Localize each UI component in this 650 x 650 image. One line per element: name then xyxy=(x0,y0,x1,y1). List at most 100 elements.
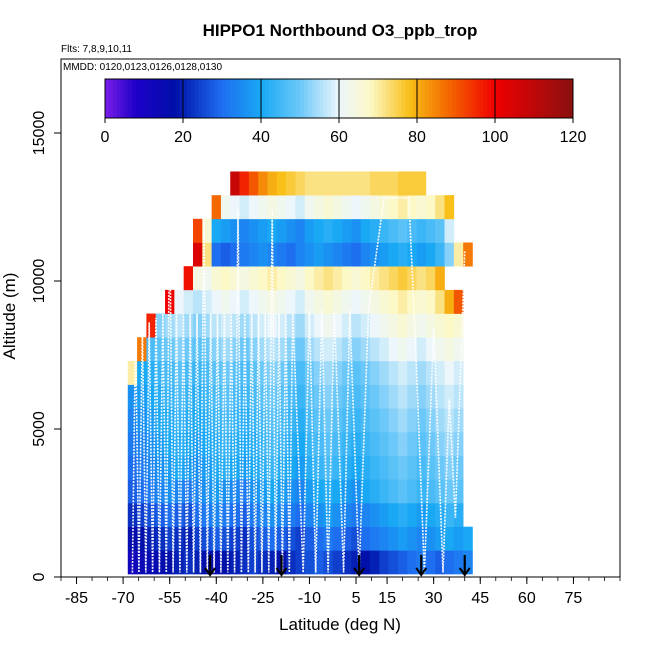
heatmap-cell xyxy=(211,503,222,527)
heatmap-cell xyxy=(388,479,399,504)
colorbar-segment xyxy=(510,79,515,118)
heatmap-cell xyxy=(155,455,166,480)
heatmap-cell xyxy=(183,360,194,385)
colorbar-segment xyxy=(144,79,149,118)
heatmap-cell xyxy=(397,313,408,338)
heatmap-cell xyxy=(444,408,455,433)
heatmap-cell xyxy=(435,218,445,243)
colorbar-segment xyxy=(491,79,496,118)
heatmap-cell xyxy=(192,503,203,527)
heatmap-cell xyxy=(314,479,324,504)
colorbar-segment xyxy=(237,79,242,118)
colorbar-segment xyxy=(428,79,434,118)
heatmap-cell xyxy=(388,503,399,527)
colorbar-segment xyxy=(284,79,289,118)
heatmap-cell xyxy=(379,195,389,220)
heatmap-cell xyxy=(155,337,166,362)
heatmap-cell xyxy=(435,195,445,220)
heatmap-cell xyxy=(416,408,427,433)
heatmap-cell xyxy=(360,313,371,338)
heatmap-cell xyxy=(332,218,343,243)
heatmap-cell xyxy=(258,313,268,338)
heatmap-cell xyxy=(388,431,399,456)
colorbar-segment xyxy=(565,79,570,118)
heatmap-cell xyxy=(453,360,464,385)
heatmap-cell xyxy=(314,431,324,456)
heatmap-cell xyxy=(397,195,408,220)
heatmap-cell xyxy=(192,218,203,243)
heatmap-cell xyxy=(397,526,408,551)
heatmap-cell xyxy=(425,408,436,433)
heatmap-cell xyxy=(220,408,231,433)
heatmap-cell xyxy=(435,337,445,362)
heatmap-cell xyxy=(286,526,296,551)
heatmap-cell xyxy=(332,289,343,314)
heatmap-cell xyxy=(370,550,380,575)
heatmap-cell xyxy=(342,313,352,338)
heatmap-cell xyxy=(165,526,175,551)
heatmap-cell xyxy=(286,171,296,196)
colorbar-segment xyxy=(276,79,281,118)
colorbar-segment xyxy=(358,79,363,118)
heatmap-cell xyxy=(304,431,315,456)
heatmap-cell xyxy=(304,550,315,575)
colorbar-segment xyxy=(339,79,344,118)
colorbar-segment xyxy=(471,79,476,118)
heatmap-cell xyxy=(258,242,268,267)
flights-note: Flts: 7,8,9,10,11 xyxy=(61,44,132,55)
heatmap-cell xyxy=(360,266,371,291)
heatmap-cell xyxy=(332,171,343,196)
colorbar-segment xyxy=(389,79,395,118)
heatmap-cell xyxy=(314,503,324,527)
colorbar-segment xyxy=(116,79,122,118)
heatmap-cell xyxy=(425,195,436,220)
heatmap-cell xyxy=(370,455,380,480)
colorbar-segment xyxy=(487,79,492,118)
heatmap-cell xyxy=(276,360,287,385)
heatmap-cell xyxy=(444,550,455,575)
colorbar-segment xyxy=(514,79,519,118)
heatmap-cell xyxy=(267,408,278,433)
heatmap-cell xyxy=(425,550,436,575)
heatmap-cell xyxy=(332,455,343,480)
heatmap-cell xyxy=(295,455,306,480)
heatmap-cell xyxy=(370,360,380,385)
colorbar-segment xyxy=(108,79,114,118)
heatmap-cell xyxy=(295,408,306,433)
heatmap-cell xyxy=(183,337,194,362)
heatmap-cell xyxy=(248,384,259,409)
heatmap-cell xyxy=(370,503,380,527)
heatmap-cell xyxy=(397,242,408,267)
heatmap-cell xyxy=(388,337,399,362)
heatmap-cell xyxy=(304,195,315,220)
heatmap-cell xyxy=(444,431,455,456)
heatmap-cell xyxy=(248,360,259,385)
colorbar-segment xyxy=(190,79,196,118)
colorbar-segment xyxy=(448,79,453,118)
heatmap-cell xyxy=(435,266,445,291)
heatmap-cell xyxy=(192,289,203,314)
y-tick-label: 15000 xyxy=(31,111,48,156)
heatmap-cell xyxy=(379,526,389,551)
colorbar-segment xyxy=(268,79,274,118)
heatmap-cell xyxy=(137,337,147,362)
colorbar-segment xyxy=(179,79,184,118)
heatmap-cell xyxy=(286,313,296,338)
heatmap-cell xyxy=(416,313,427,338)
heatmap-cell xyxy=(444,313,455,338)
heatmap-cell xyxy=(360,171,371,196)
heatmap-cell xyxy=(276,195,287,220)
colorbar-tick-label: 120 xyxy=(560,129,587,146)
heatmap-cell xyxy=(323,242,334,267)
heatmap-cell xyxy=(397,479,408,504)
colorbar-segment xyxy=(413,79,418,118)
heatmap-cell xyxy=(304,337,315,362)
heatmap-cell xyxy=(388,360,399,385)
heatmap-cell xyxy=(295,526,306,551)
heatmap-cell xyxy=(342,171,352,196)
heatmap-cell xyxy=(127,360,138,385)
colorbar-segment xyxy=(311,79,317,118)
heatmap-cell xyxy=(258,360,268,385)
heatmap-cell xyxy=(351,195,361,220)
